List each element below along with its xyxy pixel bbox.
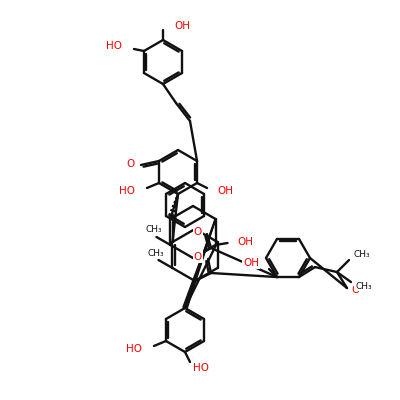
- Text: OH: OH: [243, 258, 259, 268]
- Text: CH₃: CH₃: [353, 250, 370, 258]
- Text: CH₃: CH₃: [145, 226, 162, 234]
- Text: O: O: [194, 227, 202, 237]
- Text: CH₃: CH₃: [355, 282, 372, 290]
- Text: OH: OH: [174, 21, 190, 31]
- Text: HO: HO: [126, 344, 142, 354]
- Text: O: O: [351, 285, 359, 295]
- Text: HO: HO: [193, 363, 209, 373]
- Text: O: O: [194, 252, 202, 262]
- Text: HO: HO: [119, 186, 135, 196]
- Text: OH: OH: [217, 186, 233, 196]
- Text: HO: HO: [106, 41, 122, 51]
- Polygon shape: [183, 219, 216, 309]
- Text: CH₃: CH₃: [147, 248, 164, 258]
- Text: OH: OH: [238, 237, 254, 247]
- Text: O: O: [127, 159, 135, 169]
